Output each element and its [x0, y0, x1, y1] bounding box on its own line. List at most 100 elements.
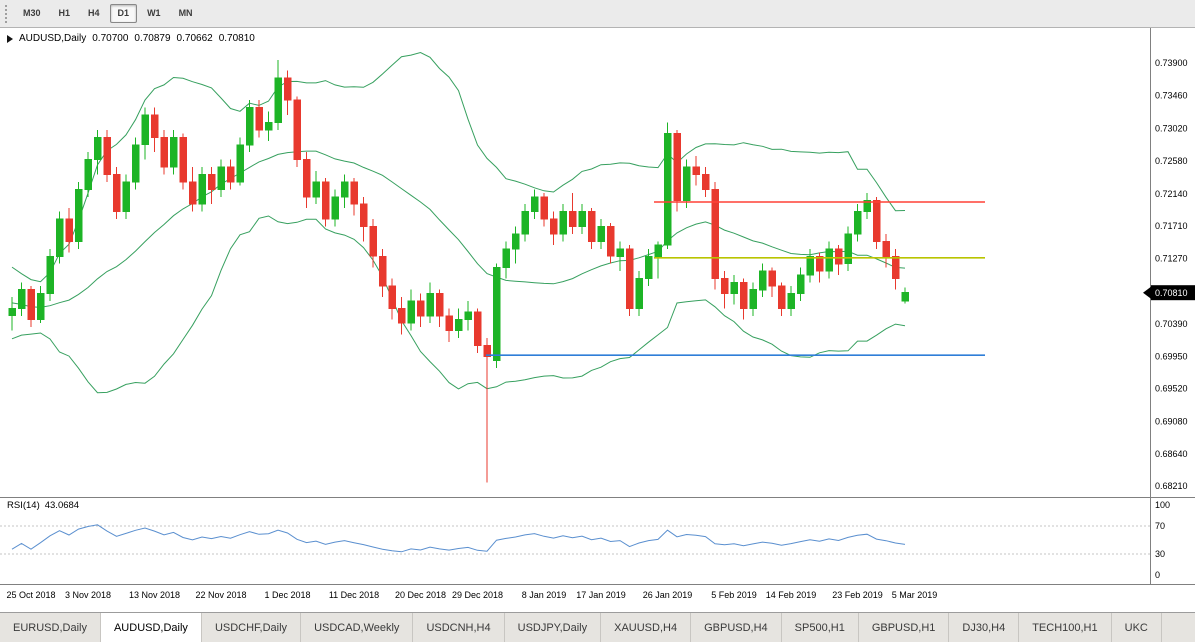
candle-body	[426, 293, 434, 317]
price-tag-value: 0.70810	[1155, 288, 1188, 298]
date-axis-label: 5 Mar 2019	[892, 590, 938, 600]
candle-body	[113, 174, 121, 213]
chart-tab-eurusd-daily[interactable]: EURUSD,Daily	[0, 613, 101, 642]
chart-tab-usdcnh-h4[interactable]: USDCNH,H4	[413, 613, 505, 642]
candle-body	[740, 281, 748, 309]
timeframe-button-d1[interactable]: D1	[109, 4, 138, 23]
current-price-tag: 0.70810	[1143, 285, 1195, 301]
candle-body	[531, 196, 539, 213]
candle-body	[350, 181, 358, 205]
candle-body	[721, 278, 729, 295]
candle-body	[151, 114, 159, 138]
candle-body	[540, 196, 548, 220]
candle-body	[246, 107, 254, 146]
candle-body	[835, 248, 843, 265]
candle-body	[189, 181, 197, 205]
chart-tab-label: USDCAD,Weekly	[314, 621, 400, 634]
rsi-axis-label: 100	[1155, 500, 1170, 510]
candle-body	[27, 289, 35, 320]
candle-body	[18, 289, 26, 309]
price-axis-label: 0.68210	[1155, 481, 1188, 491]
candle-body	[863, 200, 871, 213]
candle-body	[493, 266, 501, 361]
date-axis-label: 17 Jan 2019	[576, 590, 626, 600]
price-axis-label: 0.73460	[1155, 91, 1188, 101]
chart-tab-label: USDCHF,Daily	[214, 621, 288, 634]
candle-body	[683, 166, 691, 202]
candle-body	[293, 99, 301, 161]
date-axis-label: 20 Dec 2018	[395, 590, 446, 600]
chart-tab-tech100-h1[interactable]: TECH100,H1	[1019, 613, 1112, 642]
candle-body	[730, 281, 738, 295]
chart-area[interactable]: 0.73900 0.73460 0.73020 0.72580 0.72140 0.717…	[0, 28, 1195, 612]
price-tag-arrow	[1143, 286, 1151, 299]
date-axis: 25 Oct 2018 3 Nov 2018 13 Nov 2018 22 Nov 2…	[6, 590, 937, 600]
chart-tab-label: USDCNH,H4	[426, 621, 491, 634]
candle-body	[806, 255, 814, 276]
candle-body	[236, 144, 244, 183]
candle-body	[702, 174, 710, 190]
chart-tab-ukc[interactable]: UKC	[1112, 613, 1162, 642]
chart-tab-dj30-h4[interactable]: DJ30,H4	[949, 613, 1020, 642]
chart-tab-audusd-daily[interactable]: AUDUSD,Daily	[100, 613, 202, 642]
chart-tab-usdjpy-daily[interactable]: USDJPY,Daily	[505, 613, 602, 642]
candle-body	[274, 77, 282, 123]
bollinger-upper-band	[11, 51, 906, 283]
chart-ohlc-header: AUDUSD,Daily 0.70700 0.70879 0.70662 0.7…	[7, 33, 255, 44]
bollinger-lower-band	[11, 215, 906, 394]
candle-body	[673, 133, 681, 201]
candle-body	[65, 218, 73, 242]
candle-body	[56, 218, 64, 257]
chart-tab-usdchf-daily[interactable]: USDCHF,Daily	[202, 613, 302, 642]
price-axis-label: 0.72580	[1155, 156, 1188, 166]
ohlc-high: 0.70879	[134, 33, 171, 44]
toolbar-gripper[interactable]	[5, 4, 7, 23]
date-axis-label: 14 Feb 2019	[766, 590, 817, 600]
ohlc-close: 0.70810	[218, 33, 255, 44]
candle-body	[360, 203, 368, 227]
candle-body	[559, 211, 567, 235]
bollinger-bands	[11, 51, 906, 394]
pane-separators[interactable]	[0, 28, 1195, 585]
candle-body	[141, 114, 149, 146]
chart-tab-gbpusd-h4[interactable]: GBPUSD,H4	[691, 613, 782, 642]
candle-body	[417, 300, 425, 317]
candle-body	[521, 211, 529, 235]
timeframe-button-h1[interactable]: H1	[51, 4, 79, 23]
chart-tab-label: TECH100,H1	[1032, 621, 1098, 634]
timeframe-button-mn[interactable]: MN	[171, 4, 201, 23]
candle-body	[8, 307, 16, 317]
candle-body	[369, 226, 377, 257]
timeframe-button-h4[interactable]: H4	[80, 4, 108, 23]
candle-body	[616, 248, 624, 257]
candle-body	[122, 181, 130, 213]
candle-body	[474, 311, 482, 346]
timeframe-button-m30[interactable]: M30	[15, 4, 49, 23]
rsi-axis-label: 30	[1155, 549, 1165, 559]
date-axis-label: 26 Jan 2019	[643, 590, 693, 600]
date-axis-label: 1 Dec 2018	[264, 590, 310, 600]
price-axis-label: 0.69520	[1155, 384, 1188, 394]
chart-symbol-period: AUDUSD,Daily	[19, 33, 87, 44]
one-click-trading-icon[interactable]	[7, 34, 13, 43]
rsi-indicator-label: RSI(14) 43.0684	[7, 500, 79, 511]
chart-tab-label: UKC	[1124, 621, 1148, 634]
price-chart-canvas[interactable]: 0.73900 0.73460 0.73020 0.72580 0.72140 0.717…	[0, 28, 1195, 612]
chart-tab-gbpusd-h1[interactable]: GBPUSD,H1	[859, 613, 950, 642]
rsi-line	[11, 524, 906, 553]
candle-body	[179, 136, 187, 183]
candle-body	[816, 255, 824, 272]
timeframe-button-w1[interactable]: W1	[139, 4, 169, 23]
candle-body	[550, 218, 558, 235]
date-axis-label: 13 Nov 2018	[129, 590, 180, 600]
chart-tab-usdcad-weekly[interactable]: USDCAD,Weekly	[301, 613, 414, 642]
chart-tab-xauusd-h4[interactable]: XAUUSD,H4	[601, 613, 692, 642]
ohlc-low: 0.70662	[176, 33, 213, 44]
candle-body	[303, 159, 311, 198]
chart-tab-sp500-h1[interactable]: SP500,H1	[782, 613, 859, 642]
candles-layer	[8, 60, 909, 483]
candle-body	[160, 136, 168, 168]
date-axis-label: 25 Oct 2018	[6, 590, 55, 600]
candle-body	[664, 133, 672, 246]
